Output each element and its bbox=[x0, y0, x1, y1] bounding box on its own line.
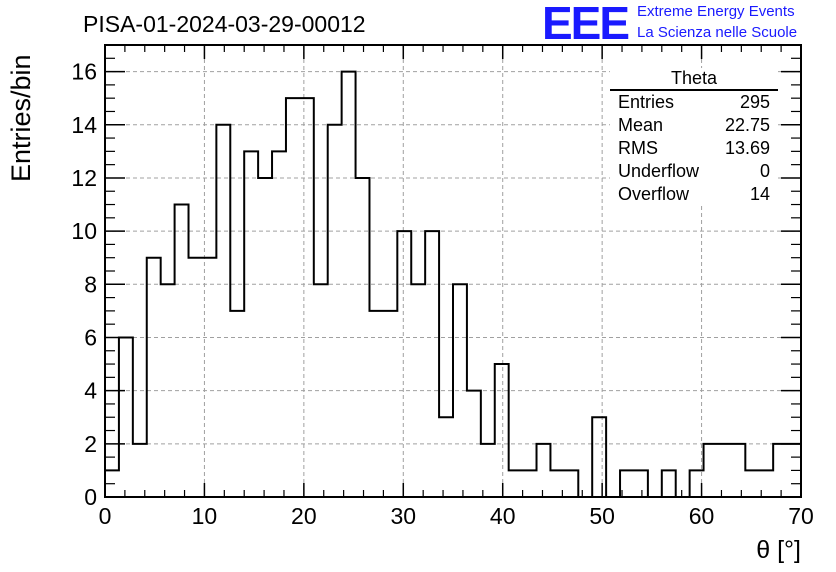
stats-value: 0 bbox=[759, 161, 770, 181]
stats-label: Entries bbox=[618, 92, 675, 112]
stats-row-mean: Mean 22.75 bbox=[610, 114, 778, 137]
tick-labels: 0 10 20 30 40 50 60 70 0 2 4 6 8 10 12 14 16 bbox=[71, 59, 813, 529]
logo-subtitle-1: Extreme Energy Events bbox=[637, 3, 795, 20]
y-tick-label: 8 bbox=[84, 271, 97, 297]
y-axis-label: Entries/bin bbox=[6, 54, 36, 182]
y-tick-label: 2 bbox=[84, 431, 97, 457]
stats-box: Theta Entries 295 Mean 22.75 RMS 13.69 U… bbox=[610, 68, 778, 206]
stats-row-underflow: Underflow 0 bbox=[610, 160, 778, 183]
x-tick-label: 70 bbox=[788, 503, 814, 529]
stats-label: Underflow bbox=[618, 161, 700, 181]
histogram-outline bbox=[104, 70, 801, 498]
y-tick-label: 12 bbox=[71, 165, 97, 191]
stats-value: 22.75 bbox=[724, 115, 770, 135]
logo-subtitle-2: La Scienza nelle Scuole bbox=[637, 24, 798, 41]
stats-label: RMS bbox=[618, 138, 658, 158]
stats-value: 295 bbox=[739, 92, 770, 112]
stats-label: Mean bbox=[618, 115, 664, 135]
stats-title: Theta bbox=[610, 68, 778, 91]
y-tick-label: 0 bbox=[84, 484, 97, 510]
y-tick-label: 4 bbox=[84, 378, 97, 404]
stats-row-entries: Entries 295 bbox=[610, 91, 778, 114]
x-tick-label: 30 bbox=[390, 503, 416, 529]
stats-row-overflow: Overflow 14 bbox=[610, 183, 778, 206]
x-tick-label: 50 bbox=[589, 503, 615, 529]
stats-label: Overflow bbox=[618, 184, 690, 204]
eee-logo: EEE bbox=[542, 0, 630, 49]
stats-value: 14 bbox=[749, 184, 770, 204]
run-title: PISA-01-2024-03-29-00012 bbox=[83, 11, 366, 37]
stats-row-rms: RMS 13.69 bbox=[610, 137, 778, 160]
y-tick-label: 6 bbox=[84, 324, 97, 350]
x-tick-label: 40 bbox=[490, 503, 516, 529]
x-axis-label: θ [°] bbox=[756, 536, 801, 564]
x-tick-label: 0 bbox=[99, 503, 112, 529]
y-tick-label: 16 bbox=[71, 59, 97, 85]
x-tick-label: 10 bbox=[192, 503, 218, 529]
y-tick-label: 14 bbox=[71, 112, 97, 138]
axis-ticks bbox=[104, 44, 802, 498]
stats-value: 13.69 bbox=[724, 138, 770, 158]
x-tick-label: 20 bbox=[291, 503, 317, 529]
x-tick-label: 60 bbox=[689, 503, 715, 529]
y-tick-label: 10 bbox=[71, 218, 97, 244]
